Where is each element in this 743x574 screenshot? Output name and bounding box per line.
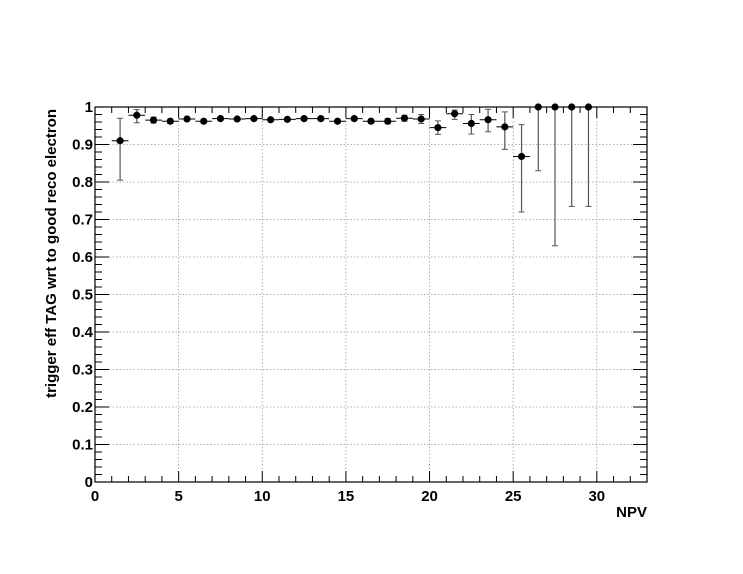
data-point (367, 117, 375, 125)
error-bar (111, 117, 129, 181)
y-tick-label: 0.8 (72, 174, 93, 191)
y-tick-label: 0.3 (72, 362, 93, 379)
data-point (166, 117, 174, 125)
data-point (467, 119, 475, 128)
data-point (434, 124, 442, 132)
y-tick-label: 0.4 (72, 324, 94, 341)
x-tick-label: 25 (505, 488, 522, 505)
data-point (400, 114, 409, 122)
data-point (216, 115, 225, 123)
data-point (484, 116, 492, 124)
data-point (333, 117, 342, 125)
error-bar (529, 106, 547, 172)
error-bar (580, 106, 597, 207)
axis-ticks (94, 106, 648, 483)
y-tick-label: 0.9 (72, 137, 93, 154)
error-bar (496, 111, 514, 150)
y-tick-label: 0.1 (72, 437, 93, 454)
error-bar (563, 106, 581, 207)
y-tick-label: 0.2 (72, 399, 93, 416)
data-point (501, 123, 509, 131)
data-point (267, 116, 275, 124)
y-tick-label: 0.7 (72, 212, 93, 229)
x-tick-label: 30 (588, 488, 605, 505)
data-point (116, 137, 124, 145)
plot-frame (94, 106, 648, 483)
data-point (300, 115, 308, 123)
grid (95, 107, 647, 482)
y-tick-labels: 0 0.1 0.2 0.3 0.4 0.5 0.6 0.7 0.8 0.9 1 (72, 99, 94, 491)
data-point (133, 111, 141, 119)
x-tick-label: 10 (254, 488, 271, 505)
y-tick-label: 0.6 (72, 249, 93, 266)
data-point (250, 115, 258, 123)
x-tick-label: 15 (338, 488, 355, 505)
data-point (233, 115, 241, 123)
data-point (350, 115, 358, 123)
y-axis-title: trigger eff TAG wrt to good reco electro… (43, 109, 60, 398)
data-point (183, 115, 191, 123)
error-bars (111, 106, 597, 247)
y-tick-label: 0 (85, 474, 93, 491)
x-axis-title: NPV (616, 504, 647, 521)
data-point (149, 116, 158, 124)
error-bar (513, 124, 530, 213)
data-point (517, 152, 526, 161)
y-tick-label: 0.5 (72, 287, 93, 304)
data-point (283, 115, 291, 123)
y-tick-label: 1 (85, 99, 93, 116)
x-tick-label: 0 (91, 488, 99, 505)
data-points (116, 103, 593, 161)
data-point (417, 115, 425, 123)
data-point (200, 117, 208, 125)
x-tick-label: 5 (174, 488, 182, 505)
data-point (451, 110, 459, 118)
data-point (384, 117, 392, 125)
x-tick-labels: 0 5 10 15 20 25 30 (91, 488, 605, 505)
error-bar (546, 106, 564, 247)
data-point (317, 115, 325, 123)
x-tick-label: 20 (421, 488, 438, 505)
